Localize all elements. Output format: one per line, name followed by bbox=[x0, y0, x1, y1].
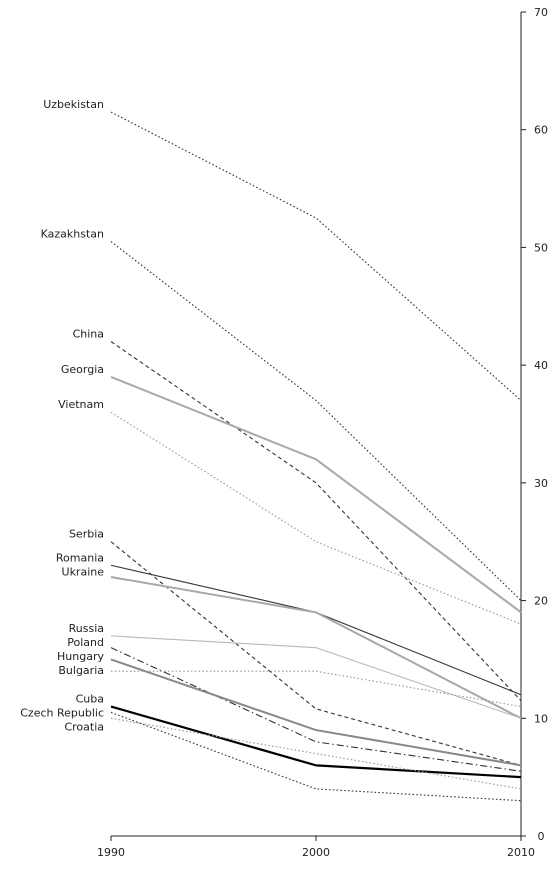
y-tick-label: 10 bbox=[534, 712, 548, 725]
series-labels: Uzbekistan Kazakhstan China Georgia Vietnam S… bbox=[20, 98, 104, 733]
series-line-serbia bbox=[110, 541, 522, 766]
series-label-uzbekistan: Uzbekistan bbox=[43, 98, 104, 111]
x-tick-label: 2000 bbox=[302, 846, 330, 859]
series-label-bulgaria: Bulgaria bbox=[58, 664, 104, 677]
series-line-romania bbox=[110, 564, 522, 696]
series-label-poland: Poland bbox=[67, 636, 104, 649]
y-tick-label: 20 bbox=[534, 595, 548, 608]
series-label-ukraine: Ukraine bbox=[62, 565, 105, 578]
series-line-bulgaria bbox=[111, 670, 522, 708]
series-label-hungary: Hungary bbox=[57, 650, 104, 663]
y-tick-label: 60 bbox=[534, 124, 548, 137]
y-tick-label: 50 bbox=[534, 241, 548, 254]
series-label-cuba: Cuba bbox=[76, 693, 104, 706]
series-line-hungary bbox=[110, 658, 522, 767]
x-tick-label: 2010 bbox=[507, 846, 535, 859]
series-label-czech-republic: Czech Republic bbox=[20, 707, 104, 720]
y-tick-label: 40 bbox=[534, 359, 548, 372]
x-tick-label: 1990 bbox=[97, 846, 125, 859]
series-line-czech-republic bbox=[110, 711, 522, 802]
series-line-russia bbox=[110, 635, 522, 719]
series-label-vietnam: Vietnam bbox=[58, 398, 104, 411]
series-label-serbia: Serbia bbox=[69, 528, 104, 541]
y-tick-label: 30 bbox=[534, 477, 548, 490]
series-line-cuba bbox=[110, 705, 522, 779]
series-label-china: China bbox=[73, 328, 104, 341]
series-lines bbox=[110, 111, 522, 802]
series-label-georgia: Georgia bbox=[61, 363, 104, 376]
series-line-kazakhstan bbox=[110, 241, 522, 601]
y-tick-label: 0 bbox=[538, 830, 545, 843]
series-line-croatia bbox=[110, 717, 522, 790]
series-line-ukraine bbox=[110, 576, 522, 720]
series-line-vietnam bbox=[110, 411, 522, 625]
series-label-croatia: Croatia bbox=[64, 721, 104, 734]
series-line-china bbox=[110, 341, 522, 702]
series-line-poland bbox=[110, 647, 522, 772]
series-label-kazakhstan: Kazakhstan bbox=[41, 228, 104, 241]
series-label-russia: Russia bbox=[69, 622, 104, 635]
series-line-georgia bbox=[110, 375, 522, 614]
series-label-romania: Romania bbox=[56, 551, 104, 564]
y-tick-label: 70 bbox=[534, 6, 548, 19]
series-line-uzbekistan bbox=[110, 111, 522, 401]
